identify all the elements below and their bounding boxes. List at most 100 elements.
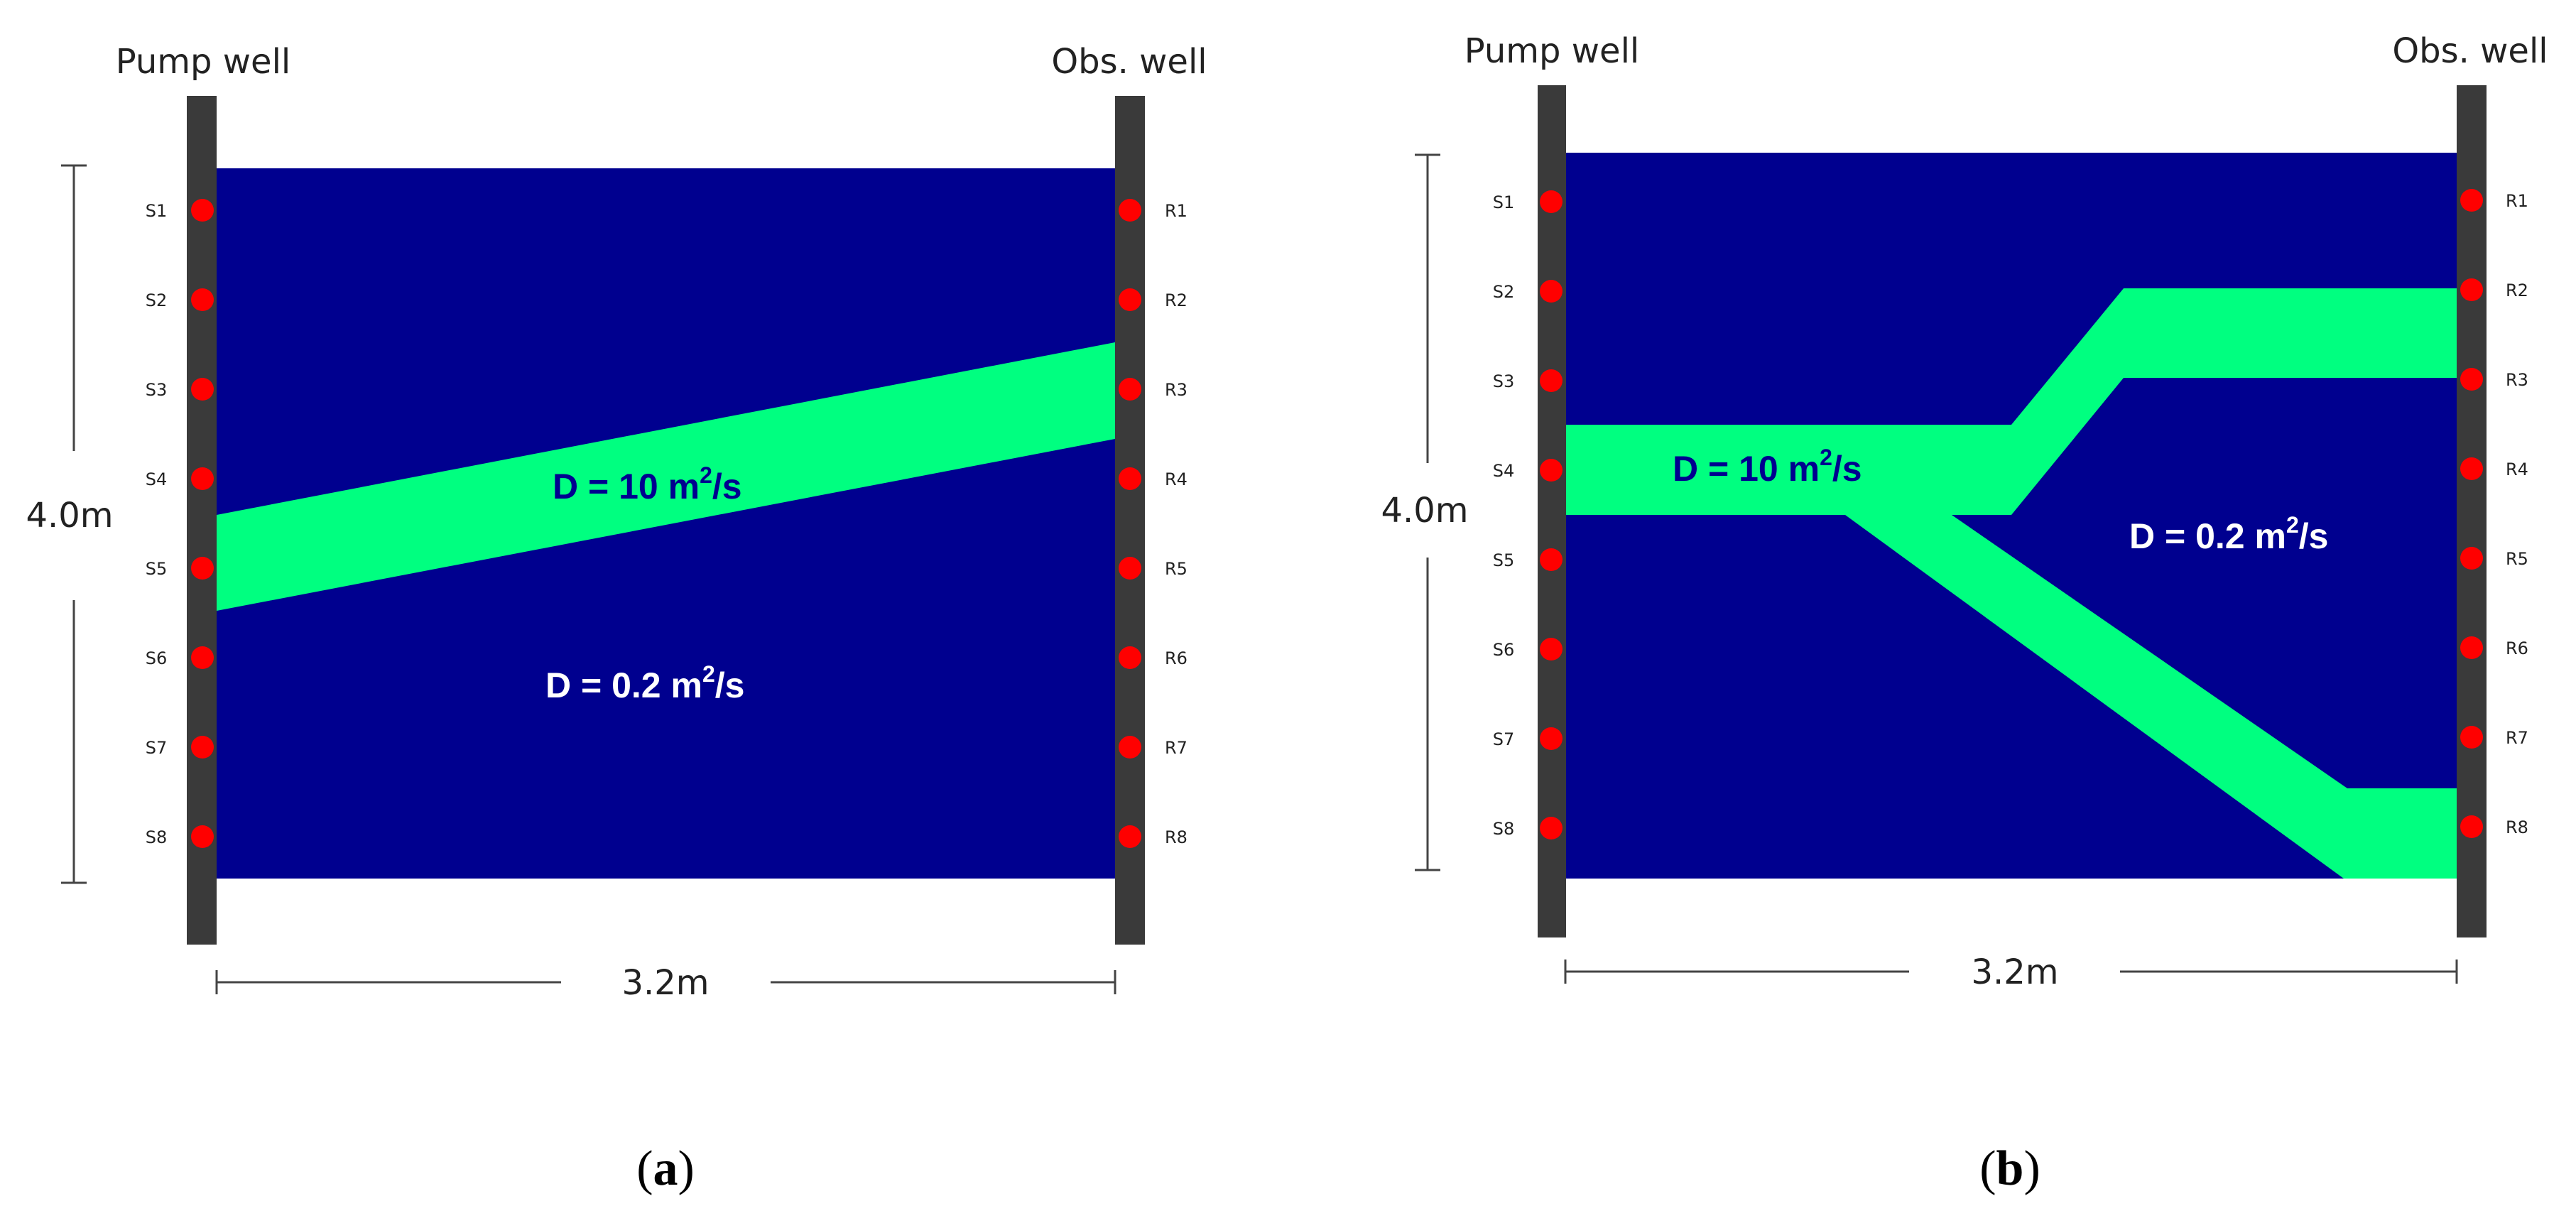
sensor-s6-b — [1540, 638, 1563, 661]
sensor-s3-b — [1540, 369, 1563, 392]
high-d-fracture-a — [217, 342, 1115, 611]
sensor-s7-b — [1540, 727, 1563, 750]
sensor-r1-a — [1119, 199, 1141, 222]
source-label-a: S7 — [146, 738, 168, 758]
pump-well-label-a: Pump well — [116, 42, 290, 82]
low-d-label-a: D = 0.2 m2/s — [545, 661, 744, 705]
receiver-label-a: R3 — [1165, 380, 1188, 400]
caption-a: (a) — [636, 1141, 695, 1196]
sensor-s2-b — [1540, 280, 1563, 303]
caption-b: (b) — [1979, 1141, 2040, 1196]
low-d-zone-b — [1565, 153, 2457, 879]
receiver-label-a: R6 — [1165, 648, 1188, 668]
source-label-b: S4 — [1493, 461, 1515, 481]
receiver-labels-b: R1 R2 R3 R4 R5 R6 R7 R8 — [2506, 191, 2528, 837]
sensor-r5-a — [1119, 557, 1141, 580]
receiver-label-b: R1 — [2506, 191, 2528, 211]
sensor-r3-b — [2460, 368, 2483, 391]
sensor-s3-a — [191, 378, 214, 401]
receiver-label-b: R5 — [2506, 549, 2528, 569]
sensor-r4-b — [2460, 457, 2483, 480]
sensor-r1-b — [2460, 189, 2483, 212]
pump-well-b — [1538, 85, 1566, 937]
source-label-b: S1 — [1493, 192, 1515, 212]
panel-a: Pump well Obs. well S1 S2 S3 S4 S5 S6 S7… — [26, 42, 1207, 1196]
sensor-s1-a — [191, 199, 214, 222]
pump-well-label-b: Pump well — [1464, 31, 1639, 71]
sensor-s5-b — [1540, 548, 1563, 571]
source-label-b: S8 — [1493, 819, 1515, 839]
source-label-a: S1 — [146, 201, 168, 221]
width-label-a: 3.2m — [621, 963, 709, 1003]
receiver-label-b: R8 — [2506, 817, 2528, 837]
sensor-r2-a — [1119, 288, 1141, 311]
receiver-label-a: R1 — [1165, 201, 1188, 221]
sensor-r4-a — [1119, 467, 1141, 490]
width-label-b: 3.2m — [1971, 952, 2058, 992]
receiver-sensors-a — [1119, 199, 1141, 848]
source-label-b: S3 — [1493, 371, 1515, 391]
high-d-label-b: D = 10 m2/s — [1673, 445, 1862, 489]
obs-well-a — [1115, 96, 1145, 945]
sensor-s8-a — [191, 825, 214, 848]
receiver-label-a: R5 — [1165, 559, 1188, 579]
sensor-r8-a — [1119, 825, 1141, 848]
receiver-label-b: R7 — [2506, 728, 2528, 748]
height-dimension-a: 4.0m — [26, 164, 114, 884]
source-label-a: S3 — [146, 380, 168, 400]
high-d-label-a: D = 10 m2/s — [553, 462, 742, 506]
source-label-a: S8 — [146, 827, 168, 847]
receiver-label-a: R7 — [1165, 738, 1188, 758]
receiver-label-a: R4 — [1165, 469, 1188, 489]
receiver-sensors-b — [2460, 189, 2483, 838]
source-label-b: S7 — [1493, 729, 1515, 749]
sensor-s4-a — [191, 467, 214, 490]
pump-well-a — [187, 96, 217, 945]
obs-well-label-a: Obs. well — [1051, 42, 1207, 82]
source-sensors-a — [191, 199, 214, 848]
high-d-fracture-b — [1565, 288, 2457, 879]
source-label-b: S5 — [1493, 550, 1515, 570]
source-label-b: S6 — [1493, 640, 1515, 660]
receiver-labels-a: R1 R2 R3 R4 R5 R6 R7 R8 — [1165, 201, 1188, 847]
width-dimension-a: 3.2m — [215, 963, 1116, 1003]
source-labels-a: S1 S2 S3 S4 S5 S6 S7 S8 — [146, 201, 168, 847]
height-dimension-b: 4.0m — [1381, 153, 1469, 871]
receiver-label-b: R4 — [2506, 460, 2528, 479]
source-label-a: S2 — [146, 290, 168, 310]
source-labels-b: S1 S2 S3 S4 S5 S6 S7 S8 — [1493, 192, 1515, 839]
width-dimension-b: 3.2m — [1564, 952, 2458, 992]
obs-well-b — [2457, 85, 2487, 937]
receiver-label-b: R6 — [2506, 638, 2528, 658]
source-label-a: S5 — [146, 559, 168, 579]
sensor-r7-a — [1119, 736, 1141, 759]
source-label-b: S2 — [1493, 282, 1515, 302]
low-d-label-b: D = 0.2 m2/s — [2129, 512, 2328, 556]
source-label-a: S6 — [146, 648, 168, 668]
sensor-r8-b — [2460, 815, 2483, 838]
height-label-a: 4.0m — [26, 496, 113, 536]
sensor-r2-b — [2460, 278, 2483, 301]
sensor-s4-b — [1540, 459, 1563, 482]
source-sensors-b — [1540, 190, 1563, 839]
panel-b: Pump well Obs. well S1 S2 S3 S4 S5 S6 S7… — [1381, 31, 2548, 1196]
sensor-r6-a — [1119, 646, 1141, 669]
sensor-s2-a — [191, 288, 214, 311]
height-label-b: 4.0m — [1381, 491, 1468, 531]
sensor-r5-b — [2460, 547, 2483, 570]
receiver-label-a: R8 — [1165, 827, 1188, 847]
sensor-s1-b — [1540, 190, 1563, 213]
sensor-r3-a — [1119, 378, 1141, 401]
receiver-label-b: R3 — [2506, 370, 2528, 390]
receiver-label-b: R2 — [2506, 281, 2528, 300]
receiver-label-a: R2 — [1165, 290, 1188, 310]
source-label-a: S4 — [146, 469, 168, 489]
sensor-r7-b — [2460, 726, 2483, 749]
sensor-r6-b — [2460, 636, 2483, 659]
sensor-s6-a — [191, 646, 214, 669]
obs-well-label-b: Obs. well — [2392, 31, 2548, 71]
sensor-s8-b — [1540, 817, 1563, 839]
sensor-s7-a — [191, 736, 214, 759]
sensor-s5-a — [191, 557, 214, 580]
